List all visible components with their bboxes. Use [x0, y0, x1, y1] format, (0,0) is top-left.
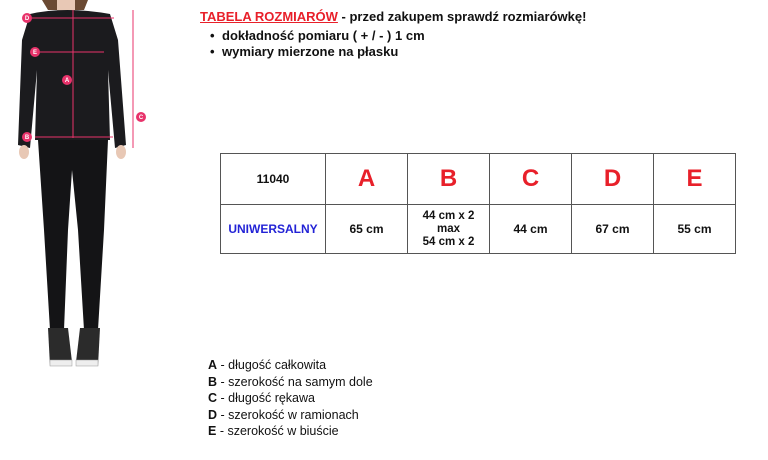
- header-e: E: [653, 153, 736, 205]
- legend-item: C - długość rękawa: [208, 390, 373, 407]
- product-code: 11040: [220, 153, 326, 205]
- marker-e: [30, 47, 40, 57]
- legend-item: E - szerokość w biuście: [208, 423, 373, 440]
- size-chart-title: TABELA ROZMIARÓW: [200, 9, 338, 24]
- legend-key: D: [208, 407, 218, 422]
- model-figure: D E A B C: [18, 0, 146, 367]
- table-row: UNIWERSALNY 65 cm 44 cm x 2 max 54 cm x …: [220, 204, 736, 254]
- marker-e-label: E: [33, 50, 37, 56]
- legend-text: - szerokość w ramionach: [217, 407, 359, 422]
- header-b: B: [407, 153, 490, 205]
- size-chart-subtitle: - przed zakupem sprawdź rozmiarówkę!: [337, 9, 587, 24]
- legend-text: - szerokość w biuście: [216, 424, 339, 438]
- size-table: 11040 A B C D E UNIWERSALNY 65 cm 44 cm …: [220, 153, 736, 254]
- value-d: 67 cm: [571, 204, 654, 254]
- legend-key: C: [208, 391, 218, 405]
- right-hand: [116, 145, 126, 159]
- note-accuracy: dokładność pomiaru ( + / - ) 1 cm: [210, 28, 586, 44]
- legend-key: E: [208, 424, 217, 438]
- left-sole: [49, 359, 73, 367]
- right-sole: [75, 359, 99, 367]
- leggings: [38, 140, 108, 330]
- size-chart-header: TABELA ROZMIARÓW - przed zakupem sprawdź…: [200, 9, 586, 60]
- value-c: 44 cm: [489, 204, 572, 254]
- marker-c: [136, 112, 146, 122]
- measure-markers: [22, 13, 146, 142]
- marker-b: [22, 132, 32, 142]
- left-shoe: [48, 328, 72, 366]
- measurement-legend: A - długość całkowita B - szerokość na s…: [208, 357, 373, 440]
- marker-c-label: C: [139, 115, 144, 121]
- table-header-row: 11040 A B C D E: [220, 153, 736, 205]
- right-shoe: [76, 328, 100, 366]
- legend-text: - długość rękawa: [217, 391, 316, 405]
- header-c: C: [489, 153, 572, 205]
- marker-d-label: D: [25, 16, 30, 22]
- legend-key: B: [208, 374, 218, 389]
- value-b-line2: max: [436, 222, 461, 235]
- marker-d: [22, 13, 32, 23]
- legend-item: D - szerokość w ramionach: [208, 407, 373, 424]
- marker-a: [62, 75, 72, 85]
- size-name: UNIWERSALNY: [220, 204, 326, 254]
- left-hand: [19, 145, 29, 159]
- value-b: 44 cm x 2 max 54 cm x 2: [407, 204, 490, 254]
- value-b-line1: 44 cm x 2: [422, 209, 475, 222]
- legend-item: B - szerokość na samym dole: [208, 374, 373, 391]
- neck: [57, 0, 75, 12]
- legend-key: A: [208, 358, 218, 372]
- marker-a-label: A: [65, 78, 70, 84]
- notes-list: dokładność pomiaru ( + / - ) 1 cm wymiar…: [210, 28, 586, 60]
- header-d: D: [571, 153, 654, 205]
- legend-item: A - długość całkowita: [208, 357, 373, 374]
- marker-b-label: B: [25, 135, 30, 141]
- header-a: A: [325, 153, 408, 205]
- value-e: 55 cm: [653, 204, 736, 254]
- sweater: [18, 10, 126, 148]
- legend-text: - szerokość na samym dole: [217, 374, 373, 389]
- value-b-line3: 54 cm x 2: [422, 235, 475, 248]
- note-flat-measure: wymiary mierzone na płasku: [210, 44, 586, 60]
- value-a: 65 cm: [325, 204, 408, 254]
- legend-text: - długość całkowita: [217, 358, 327, 372]
